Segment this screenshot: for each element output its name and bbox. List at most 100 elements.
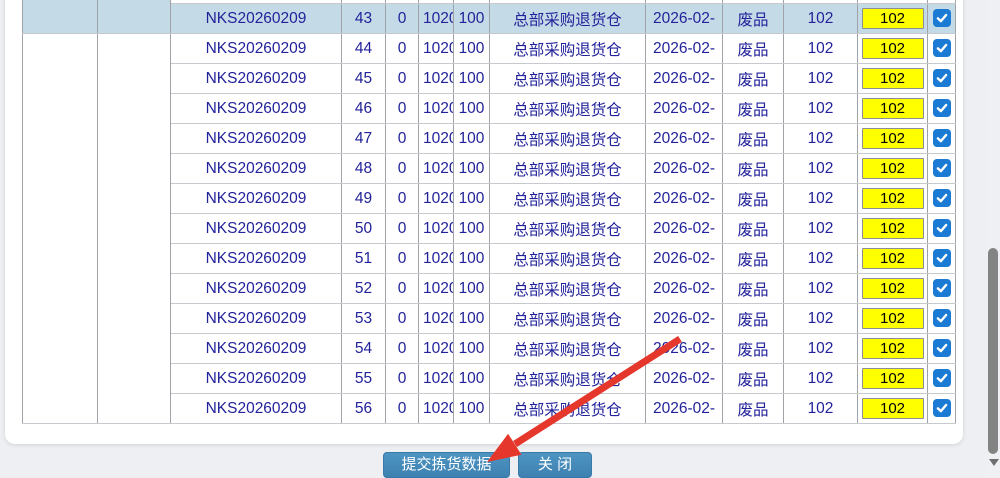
pick-data-table: NKS20260209 43 0 1020 100 总部采购退货仓 2026-0… <box>22 0 956 424</box>
cell-seq: 54 <box>341 333 386 364</box>
pick-qty-input[interactable] <box>861 8 924 29</box>
cell-qty-clipped: 1020 <box>418 303 454 334</box>
row-checkbox[interactable] <box>932 39 951 58</box>
cell-status: 废品 <box>722 63 784 94</box>
check-icon <box>936 224 947 233</box>
table-row[interactable]: NKS20260209 45 0 1020 100 总部采购退货仓 2026-0… <box>23 63 956 94</box>
row-checkbox[interactable] <box>932 129 951 148</box>
cell-qty-100: 100 <box>453 333 490 364</box>
table-row[interactable]: NKS20260209 53 0 1020 100 总部采购退货仓 2026-0… <box>23 303 956 334</box>
cell-qty: 102 <box>783 63 858 94</box>
check-icon <box>936 314 947 323</box>
cell-qty-clipped: 1020 <box>418 363 454 394</box>
cell-warehouse: 总部采购退货仓 <box>489 33 646 64</box>
row-checkbox[interactable] <box>932 69 951 88</box>
pick-qty-input[interactable] <box>861 338 924 359</box>
row-checkbox[interactable] <box>932 369 951 388</box>
cell-doc-no: NKS20260209 <box>170 213 342 244</box>
row-checkbox[interactable] <box>932 219 951 238</box>
cell-status: 废品 <box>722 213 784 244</box>
row-checkbox[interactable] <box>932 9 951 28</box>
close-button[interactable]: 关 闭 <box>518 452 592 478</box>
row-checkbox[interactable] <box>932 279 951 298</box>
row-checkbox[interactable] <box>932 159 951 178</box>
row-checkbox[interactable] <box>932 309 951 328</box>
cell-seq: 49 <box>341 183 386 214</box>
submit-pick-data-button[interactable]: 提交拣货数据 <box>383 452 510 478</box>
cell-qty-100: 100 <box>453 243 490 274</box>
cell-qty: 102 <box>783 123 858 154</box>
pick-qty-input[interactable] <box>861 188 924 209</box>
cell-seq: 45 <box>341 63 386 94</box>
check-icon <box>936 134 947 143</box>
cell-checkbox <box>927 243 956 274</box>
pick-qty-input[interactable] <box>861 38 924 59</box>
cell-pick-qty <box>857 3 928 34</box>
cell-warehouse: 总部采购退货仓 <box>489 393 646 424</box>
table-row[interactable]: NKS20260209 43 0 1020 100 总部采购退货仓 2026-0… <box>22 3 956 34</box>
cell-qty-clipped: 1020 <box>418 3 454 34</box>
pick-qty-input[interactable] <box>861 218 924 239</box>
cell-seq: 47 <box>341 123 386 154</box>
table-row[interactable]: NKS20260209 50 0 1020 100 总部采购退货仓 2026-0… <box>23 213 956 244</box>
cell-date: 2026-02- <box>645 213 723 244</box>
cell-warehouse: 总部采购退货仓 <box>489 153 646 184</box>
row-checkbox[interactable] <box>932 339 951 358</box>
table-row[interactable]: NKS20260209 47 0 1020 100 总部采购退货仓 2026-0… <box>23 123 956 154</box>
table-row[interactable]: NKS20260209 46 0 1020 100 总部采购退货仓 2026-0… <box>23 93 956 124</box>
cell-zero-qty: 0 <box>385 33 419 64</box>
cell-date: 2026-02- <box>645 3 723 34</box>
left-group-cell <box>22 33 98 424</box>
cell-zero-qty: 0 <box>385 153 419 184</box>
pick-qty-input[interactable] <box>861 98 924 119</box>
table-row[interactable]: NKS20260209 48 0 1020 100 总部采购退货仓 2026-0… <box>23 153 956 184</box>
pick-qty-input[interactable] <box>861 158 924 179</box>
check-icon <box>936 74 947 83</box>
pick-qty-input[interactable] <box>861 368 924 389</box>
scrollbar-track[interactable] <box>987 0 1000 478</box>
pick-qty-input[interactable] <box>861 278 924 299</box>
table-row[interactable]: NKS20260209 44 0 1020 100 总部采购退货仓 2026-0… <box>22 33 956 424</box>
table-row[interactable]: NKS20260209 51 0 1020 100 总部采购退货仓 2026-0… <box>23 243 956 274</box>
row-checkbox[interactable] <box>932 99 951 118</box>
pick-qty-input[interactable] <box>861 398 924 419</box>
check-icon <box>936 44 947 53</box>
cell-zero-qty: 0 <box>385 183 419 214</box>
cell-qty: 102 <box>783 243 858 274</box>
cell-zero-qty: 0 <box>385 363 419 394</box>
table-body: NKS20260209 43 0 1020 100 总部采购退货仓 2026-0… <box>22 0 956 424</box>
cell-zero-qty: 0 <box>385 93 419 124</box>
cell-pick-qty <box>857 123 928 154</box>
cell-doc-no: NKS20260209 <box>170 363 342 394</box>
cell-seq: 48 <box>341 153 386 184</box>
pick-qty-input[interactable] <box>861 248 924 269</box>
pick-qty-input[interactable] <box>861 68 924 89</box>
table-row[interactable]: NKS20260209 49 0 1020 100 总部采购退货仓 2026-0… <box>23 183 956 214</box>
cell-date: 2026-02- <box>645 273 723 304</box>
pick-qty-input[interactable] <box>861 308 924 329</box>
cell-date: 2026-02- <box>645 93 723 124</box>
scrollbar-thumb[interactable] <box>988 248 998 454</box>
check-icon <box>936 164 947 173</box>
cell-status: 废品 <box>722 273 784 304</box>
cell-pick-qty <box>857 183 928 214</box>
cell-doc-no: NKS20260209 <box>170 303 342 334</box>
cell-seq: 52 <box>341 273 386 304</box>
row-checkbox[interactable] <box>932 189 951 208</box>
row-checkbox[interactable] <box>932 249 951 268</box>
cell-warehouse: 总部采购退货仓 <box>489 303 646 334</box>
cell-qty-clipped: 1020 <box>418 183 454 214</box>
cell-checkbox <box>927 93 956 124</box>
row-checkbox[interactable] <box>932 399 951 418</box>
cell-qty-clipped: 1020 <box>418 63 454 94</box>
cell-pick-qty <box>857 363 928 394</box>
cell-qty-100: 100 <box>453 393 490 424</box>
cell-qty-100: 100 <box>453 273 490 304</box>
cell-zero-qty: 0 <box>385 213 419 244</box>
cell-checkbox <box>927 363 956 394</box>
cell-pick-qty <box>857 33 928 64</box>
pick-qty-input[interactable] <box>861 128 924 149</box>
scrollbar-down-arrow-icon[interactable] <box>989 459 999 466</box>
cell-zero-qty: 0 <box>385 273 419 304</box>
